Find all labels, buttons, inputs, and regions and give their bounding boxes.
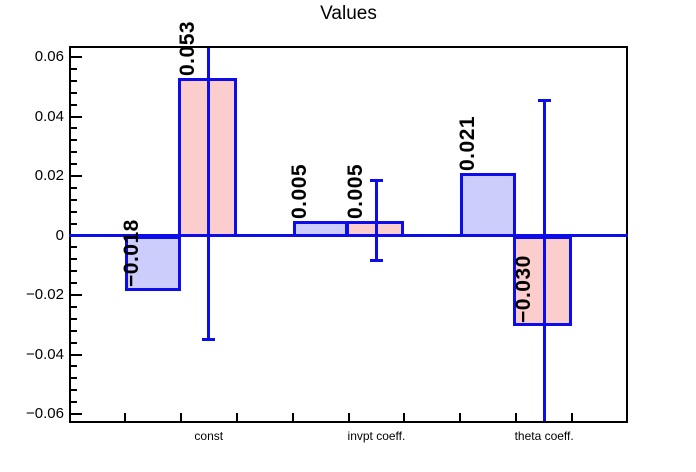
y-minor-tick [71,365,77,368]
y-minor-tick [71,270,77,273]
y-tick-label: 0.04 [34,107,64,125]
y-major-tick [71,175,82,177]
x-tick [459,413,462,421]
y-minor-tick [71,103,77,106]
error-bar-cap-bottom [369,258,383,262]
chart-title: Values [320,3,377,24]
x-category-label: invpt coeff. [347,429,406,443]
y-minor-tick [71,79,77,82]
y-minor-tick [71,91,77,94]
y-minor-tick [71,67,77,70]
y-major-tick [71,294,82,296]
error-bar-cap-bottom [202,337,216,341]
y-tick-label: −0.04 [26,345,64,363]
y-minor-tick [71,198,77,201]
x-tick [347,413,350,421]
x-category-label: theta coeff. [514,429,574,443]
y-tick-label: −0.06 [26,405,64,422]
x-tick [571,413,574,421]
bar [460,173,517,237]
x-category-label: const [194,429,224,443]
y-major-tick [71,413,82,415]
bar [177,77,237,237]
x-tick [291,413,294,421]
x-tick [179,413,182,421]
y-major-tick [71,115,82,118]
x-tick [515,413,518,421]
x-tick [235,413,238,421]
y-minor-tick [71,282,77,285]
bar-value-label: 0.005 [343,163,367,219]
bar [124,235,181,291]
y-major-tick [71,56,82,58]
error-bar [374,180,378,261]
bar-value-label: 0.053 [176,20,200,76]
y-major-tick [71,353,82,356]
bar-value-label: 0.021 [455,115,479,172]
y-tick-label: 0.06 [34,48,64,65]
y-minor-tick [71,210,77,213]
x-tick [403,413,406,421]
y-tick-label: 0 [55,226,64,244]
y-minor-tick [71,139,77,142]
x-tick [123,413,126,421]
bar [292,220,349,237]
y-minor-tick [71,377,77,380]
y-minor-tick [71,258,77,261]
bar [513,235,573,327]
y-minor-tick [71,305,77,308]
y-minor-tick [71,389,77,392]
y-minor-tick [71,186,77,189]
y-minor-tick [71,329,77,332]
y-minor-tick [71,222,77,225]
y-minor-tick [71,401,77,404]
error-bar [207,48,211,340]
y-tick-label: −0.02 [26,286,64,303]
y-tick-label: 0.02 [34,167,64,184]
y-minor-tick [71,127,77,130]
error-bar-cap-top [537,99,551,103]
bar-value-label: −0.030 [511,254,535,323]
bar-value-label: −0.018 [120,219,144,288]
y-minor-tick [71,317,77,320]
y-minor-tick [71,341,77,344]
error-bar [542,100,546,421]
y-minor-tick [71,163,77,166]
y-minor-tick [71,246,77,249]
bar-value-label: 0.005 [288,163,312,219]
error-bar-cap-top [369,179,383,183]
y-minor-tick [71,151,77,154]
